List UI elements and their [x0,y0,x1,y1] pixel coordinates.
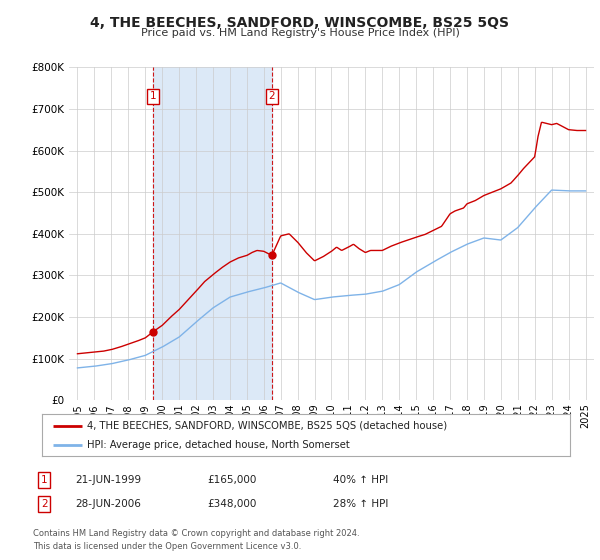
Text: 1: 1 [41,475,47,485]
Text: 4, THE BEECHES, SANDFORD, WINSCOMBE, BS25 5QS: 4, THE BEECHES, SANDFORD, WINSCOMBE, BS2… [91,16,509,30]
Text: £348,000: £348,000 [207,499,256,509]
Text: 2: 2 [269,91,275,101]
Text: 2: 2 [41,499,47,509]
Text: £165,000: £165,000 [207,475,256,485]
Text: HPI: Average price, detached house, North Somerset: HPI: Average price, detached house, Nort… [87,440,350,450]
Text: 4, THE BEECHES, SANDFORD, WINSCOMBE, BS25 5QS (detached house): 4, THE BEECHES, SANDFORD, WINSCOMBE, BS2… [87,421,447,431]
Text: 28% ↑ HPI: 28% ↑ HPI [333,499,388,509]
Text: 1: 1 [150,91,157,101]
Text: 40% ↑ HPI: 40% ↑ HPI [333,475,388,485]
Text: 28-JUN-2006: 28-JUN-2006 [75,499,141,509]
Text: 21-JUN-1999: 21-JUN-1999 [75,475,141,485]
Bar [153,67,272,400]
Text: Price paid vs. HM Land Registry's House Price Index (HPI): Price paid vs. HM Land Registry's House … [140,28,460,38]
Text: Contains HM Land Registry data © Crown copyright and database right 2024.
This d: Contains HM Land Registry data © Crown c… [33,529,359,550]
